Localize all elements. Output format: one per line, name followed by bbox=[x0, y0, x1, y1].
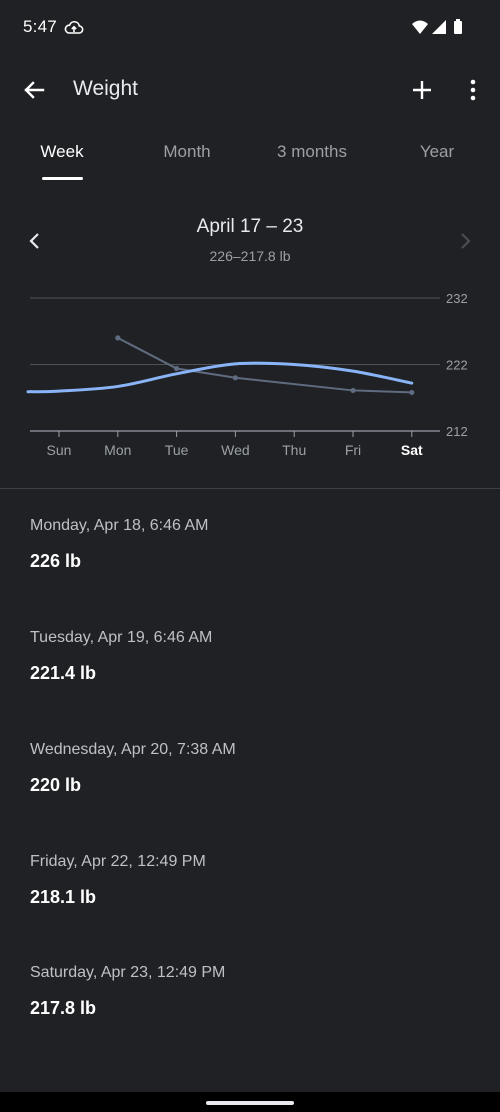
tab-year[interactable]: Year bbox=[419, 142, 455, 161]
y-tick-label: 222 bbox=[446, 358, 468, 373]
trend-line bbox=[26, 361, 414, 394]
x-tick-label: Fri bbox=[345, 442, 361, 458]
period-tabs: Week Month 3 months Year bbox=[0, 130, 500, 182]
system-nav-bar bbox=[0, 1092, 500, 1112]
wifi-icon bbox=[412, 20, 428, 34]
list-item[interactable]: Friday, Apr 22, 12:49 PM 218.1 lb bbox=[0, 853, 500, 953]
status-time: 5:47 bbox=[23, 17, 57, 36]
list-item[interactable]: Tuesday, Apr 19, 6:46 AM 221.4 lb bbox=[0, 629, 500, 729]
measurement-point bbox=[232, 375, 238, 381]
measurement-point bbox=[115, 335, 121, 341]
x-tick-label: Mon bbox=[104, 442, 131, 458]
x-tick-label: Tue bbox=[165, 442, 189, 458]
cloud-upload-icon bbox=[64, 20, 84, 34]
measurement-point bbox=[174, 365, 180, 372]
chevron-left-icon[interactable] bbox=[22, 228, 48, 254]
weight-chart: 232 222 212 Sun Mon Tue Wed Thu Fri Sat bbox=[26, 291, 468, 458]
divider bbox=[0, 488, 500, 489]
period-title: April 17 – 23 bbox=[196, 216, 304, 237]
status-bar: 5:47 bbox=[0, 0, 500, 56]
arrow-back-icon[interactable] bbox=[18, 74, 50, 106]
y-tick-label: 212 bbox=[446, 424, 468, 439]
signal-icon bbox=[432, 20, 446, 34]
tab-month[interactable]: Month bbox=[163, 142, 211, 161]
entry-value: 217.8 lb bbox=[30, 998, 97, 1018]
chevron-right-icon bbox=[461, 233, 471, 249]
entry-date: Wednesday, Apr 20, 7:38 AM bbox=[30, 741, 236, 758]
measurement-line bbox=[117, 337, 412, 394]
y-tick-label: 232 bbox=[446, 291, 468, 306]
list-item[interactable]: Saturday, Apr 23, 12:49 PM 217.8 lb bbox=[0, 964, 500, 1064]
status-icons bbox=[412, 19, 462, 34]
entry-date: Friday, Apr 22, 12:49 PM bbox=[30, 853, 206, 870]
tab-week[interactable]: Week bbox=[40, 142, 84, 161]
entry-value: 221.4 lb bbox=[30, 663, 97, 683]
list-item[interactable]: Monday, Apr 18, 6:46 AM 226 lb bbox=[0, 517, 500, 617]
entry-date: Saturday, Apr 23, 12:49 PM bbox=[30, 964, 226, 981]
home-handle[interactable] bbox=[206, 1101, 294, 1105]
more-vert-icon[interactable] bbox=[460, 74, 486, 106]
x-tick-label: Wed bbox=[221, 442, 250, 458]
measurement-point bbox=[409, 389, 415, 396]
x-tick-label: Sat bbox=[401, 442, 423, 458]
add-icon[interactable] bbox=[406, 74, 438, 106]
entry-value: 218.1 lb bbox=[30, 887, 97, 907]
entry-value: 226 lb bbox=[30, 551, 82, 571]
page-title: Weight bbox=[73, 77, 138, 100]
tab-3-months[interactable]: 3 months bbox=[277, 142, 347, 161]
measurement-point bbox=[350, 387, 356, 394]
x-tick-label: Sun bbox=[47, 442, 72, 458]
entry-date: Tuesday, Apr 19, 6:46 AM bbox=[30, 629, 213, 646]
battery-icon bbox=[454, 19, 462, 34]
entry-date: Monday, Apr 18, 6:46 AM bbox=[30, 517, 209, 534]
entry-value: 220 lb bbox=[30, 775, 82, 795]
app-bar: Weight bbox=[0, 60, 500, 120]
tab-indicator bbox=[42, 177, 83, 180]
period-range: 226–217.8 lb bbox=[209, 248, 291, 264]
x-tick-label: Thu bbox=[282, 442, 306, 458]
period-navigator: April 17 – 23 226–217.8 lb bbox=[0, 210, 500, 280]
list-item[interactable]: Wednesday, Apr 20, 7:38 AM 220 lb bbox=[0, 741, 500, 841]
